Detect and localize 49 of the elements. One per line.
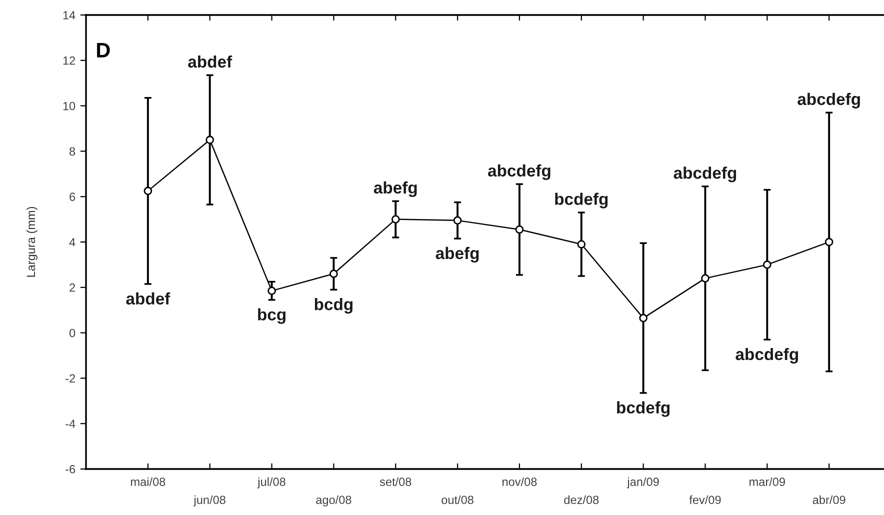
point: [268, 286, 276, 295]
y-tick-label: 0: [69, 328, 76, 338]
x-tick-label: jun/08: [193, 495, 226, 506]
x-tick-label: jan/09: [626, 477, 659, 488]
annotation: abcdefg: [488, 164, 550, 180]
x-tick-label: fev/09: [689, 495, 721, 504]
point: [639, 314, 648, 322]
point: [144, 186, 152, 196]
x-tick-label: out/08: [442, 495, 474, 504]
x-tick-label: mar/09: [750, 477, 785, 486]
y-tick-label: -6: [66, 465, 76, 474]
x-tick-label: set/08: [380, 477, 412, 486]
annotation: bcg: [258, 308, 286, 324]
y-tick-label: 4: [69, 238, 76, 246]
annotation: abefg: [374, 181, 417, 197]
y-tick-label: -4: [66, 420, 76, 428]
point: [391, 215, 400, 224]
y-tick-label: 10: [63, 102, 76, 110]
point: [577, 240, 586, 248]
annotation: bcdefg: [617, 401, 670, 417]
point: [762, 260, 772, 269]
x-tick-label: mai/08: [130, 477, 166, 486]
x-tick-label: dez/08: [564, 495, 599, 504]
annotation: abefg: [436, 246, 479, 263]
annotation: abdef: [188, 55, 232, 68]
annotation: abcdefg: [674, 166, 736, 182]
point: [824, 238, 834, 246]
point: [330, 270, 338, 278]
annotation: abdef: [126, 292, 170, 305]
point: [701, 274, 710, 282]
y-axis-title: Largura (mm): [26, 206, 38, 277]
point: [515, 225, 524, 234]
y-tick-label: 12: [63, 56, 75, 65]
x-tick-label: abr/09: [812, 495, 846, 504]
y-tick-label: 8: [70, 147, 76, 156]
annotation: abcdefg: [736, 348, 798, 364]
annotation: D: [97, 43, 110, 58]
x-tick-label: ago/08: [316, 495, 352, 506]
annotation: bcdefg: [555, 192, 608, 208]
y-tick-label: 6: [70, 192, 76, 201]
x-tick-label: nov/08: [502, 477, 537, 486]
y-tick-label: 14: [63, 11, 76, 20]
point: [453, 216, 462, 225]
point: [206, 136, 214, 144]
y-tick-label: 2: [70, 283, 75, 292]
y-tick-label: -2: [66, 374, 75, 382]
annotation: bcdg: [314, 298, 352, 314]
x-tick-label: jul/08: [257, 477, 286, 488]
annotation: abcdefg: [798, 92, 860, 108]
